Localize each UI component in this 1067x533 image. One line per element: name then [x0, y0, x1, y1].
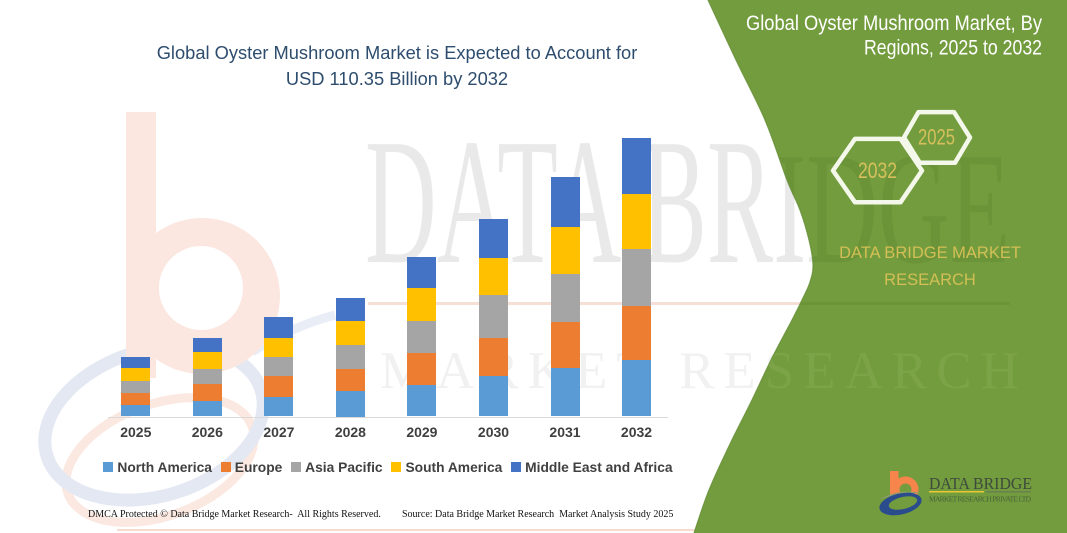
svg-text:2032: 2032 — [858, 158, 897, 183]
svg-text:2025: 2025 — [918, 125, 955, 150]
svg-text:MARKET RESEARCH: MARKET RESEARCH — [380, 342, 1028, 400]
svg-text:DATA BRIDGE: DATA BRIDGE — [929, 474, 1032, 493]
svg-text:Regions, 2025 to 2032: Regions, 2025 to 2032 — [864, 37, 1042, 60]
svg-text:Global Oyster Mushroom Market,: Global Oyster Mushroom Market, By — [746, 12, 1042, 35]
svg-text:RESEARCH: RESEARCH — [884, 271, 976, 289]
svg-text:DATA BRIDGE MARKET: DATA BRIDGE MARKET — [839, 244, 1021, 262]
svg-text:MARKET RESEARCH PRIVATE LTD: MARKET RESEARCH PRIVATE LTD — [929, 495, 1032, 504]
